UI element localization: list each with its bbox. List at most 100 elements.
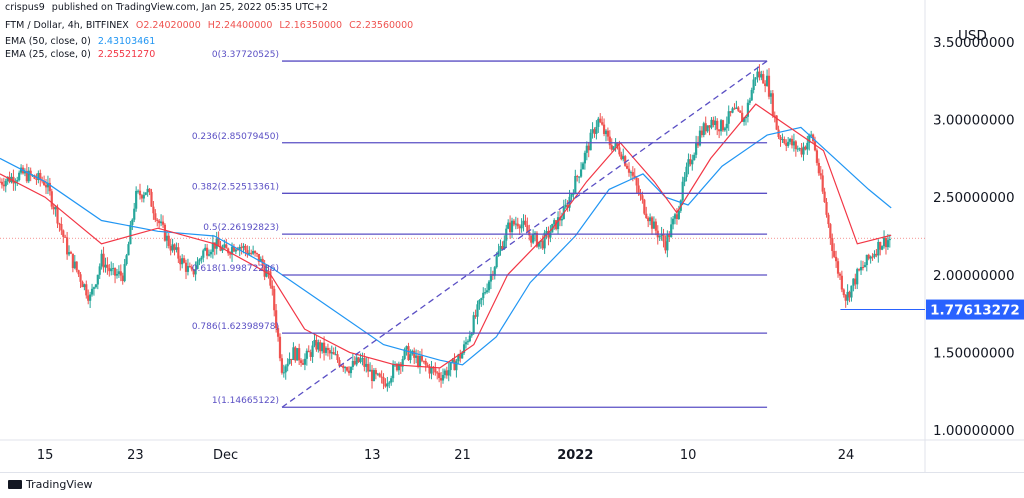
- candle-body: [764, 83, 767, 87]
- candle-body: [253, 251, 257, 254]
- candles-group: [0, 64, 891, 392]
- candle-body: [202, 250, 205, 258]
- candle-body: [438, 372, 441, 379]
- candle-body: [89, 294, 92, 301]
- candle-body: [50, 191, 53, 207]
- candle-body: [785, 143, 788, 146]
- candle-body: [240, 246, 243, 248]
- candle-body: [64, 236, 67, 238]
- candle-body: [246, 250, 249, 255]
- candle-body: [309, 352, 312, 357]
- candle-body: [867, 254, 870, 259]
- candle-body: [232, 246, 236, 252]
- candle-body: [18, 172, 21, 181]
- candle-body: [415, 355, 418, 358]
- candle-body: [564, 204, 567, 208]
- candle-body: [702, 123, 705, 136]
- candle-body: [601, 122, 604, 125]
- candle-body: [79, 274, 82, 282]
- candle-body: [677, 210, 680, 220]
- candle-body: [284, 366, 287, 373]
- chart-area[interactable]: 3.50000000 3.00000000 2.50000000 2.00000000…: [0, 0, 1024, 472]
- candle-body: [760, 74, 763, 78]
- candle-body: [639, 193, 642, 196]
- candle-body: [77, 270, 80, 275]
- candle-body: [384, 383, 387, 387]
- candle-body: [790, 138, 794, 146]
- candle-body: [524, 220, 527, 226]
- candle-body: [301, 363, 305, 365]
- candle-body: [328, 350, 331, 354]
- candle-body: [54, 207, 57, 210]
- candle-body: [796, 148, 799, 150]
- candle-body: [877, 241, 880, 256]
- candle-body: [852, 278, 855, 286]
- candle-body: [831, 238, 834, 251]
- ema50-label: EMA (50, close, 0): [5, 36, 91, 47]
- candle-body: [733, 108, 736, 110]
- candle-body: [278, 336, 282, 359]
- candle-body: [737, 107, 740, 111]
- candle-body: [476, 304, 479, 317]
- candle-body: [37, 172, 40, 180]
- candle-body: [322, 342, 326, 353]
- candle-body: [836, 261, 840, 274]
- candle-body: [846, 291, 849, 301]
- candle-body: [555, 220, 558, 230]
- candle-body: [804, 146, 807, 150]
- candle-body: [810, 134, 813, 136]
- candle-body: [576, 176, 579, 178]
- candle-body: [148, 188, 151, 192]
- candle-body: [16, 180, 19, 182]
- candle-body: [654, 221, 657, 231]
- ohlc-close: C2.23560000: [349, 20, 414, 31]
- candle-body: [858, 269, 861, 271]
- symbol-label[interactable]: FTM / Dollar, 4h, BITFINEX: [5, 20, 129, 31]
- candle-body: [213, 242, 216, 249]
- fib-level-label: 0.5(2.26192823): [203, 223, 279, 233]
- candle-body: [236, 249, 239, 251]
- y-tick-label: 1.50000000: [933, 345, 1015, 361]
- candle-body: [92, 287, 96, 289]
- candle-body: [712, 119, 715, 126]
- candle-body: [884, 237, 888, 248]
- candle-body: [859, 267, 863, 271]
- candle-body: [390, 378, 393, 383]
- candle-body: [572, 193, 575, 195]
- candle-body: [647, 217, 650, 222]
- candle-body: [359, 358, 362, 363]
- tradingview-logo[interactable]: TradingView: [8, 478, 92, 491]
- candle-body: [457, 354, 460, 362]
- symbol-line: FTM / Dollar, 4h, BITFINEX O2.24020000 H…: [5, 20, 417, 31]
- candle-body: [33, 175, 36, 179]
- candle-body: [305, 350, 308, 359]
- candle-body: [658, 235, 661, 238]
- candle-body: [355, 357, 358, 365]
- candle-body: [681, 181, 684, 201]
- ema25-label: EMA (25, close, 0): [5, 49, 91, 60]
- candle-body: [340, 365, 343, 367]
- candle-body: [56, 207, 59, 224]
- candle-body: [631, 172, 634, 176]
- y-tick-label: 2.50000000: [933, 190, 1015, 206]
- ema25-legend[interactable]: EMA (25, close, 0) 2.25521270: [5, 49, 159, 60]
- candle-body: [597, 118, 600, 127]
- candle-body: [725, 123, 728, 129]
- candle-body: [223, 244, 226, 248]
- candle-body: [194, 269, 197, 275]
- candle-body: [332, 352, 335, 355]
- candle-body: [225, 244, 228, 249]
- candle-body: [758, 71, 761, 78]
- candle-body: [363, 358, 366, 367]
- candle-body: [633, 175, 636, 178]
- candle-body: [156, 219, 159, 221]
- candle-body: [282, 372, 285, 374]
- candle-body: [716, 120, 719, 130]
- candle-body: [443, 370, 447, 375]
- candle-body: [493, 267, 496, 276]
- publisher-line: crispus9 published on TradingView.com, J…: [5, 2, 332, 13]
- ema50-legend[interactable]: EMA (50, close, 0) 2.43103461: [5, 36, 159, 47]
- candle-body: [624, 156, 627, 166]
- candle-body: [485, 290, 489, 293]
- candle-body: [518, 226, 521, 229]
